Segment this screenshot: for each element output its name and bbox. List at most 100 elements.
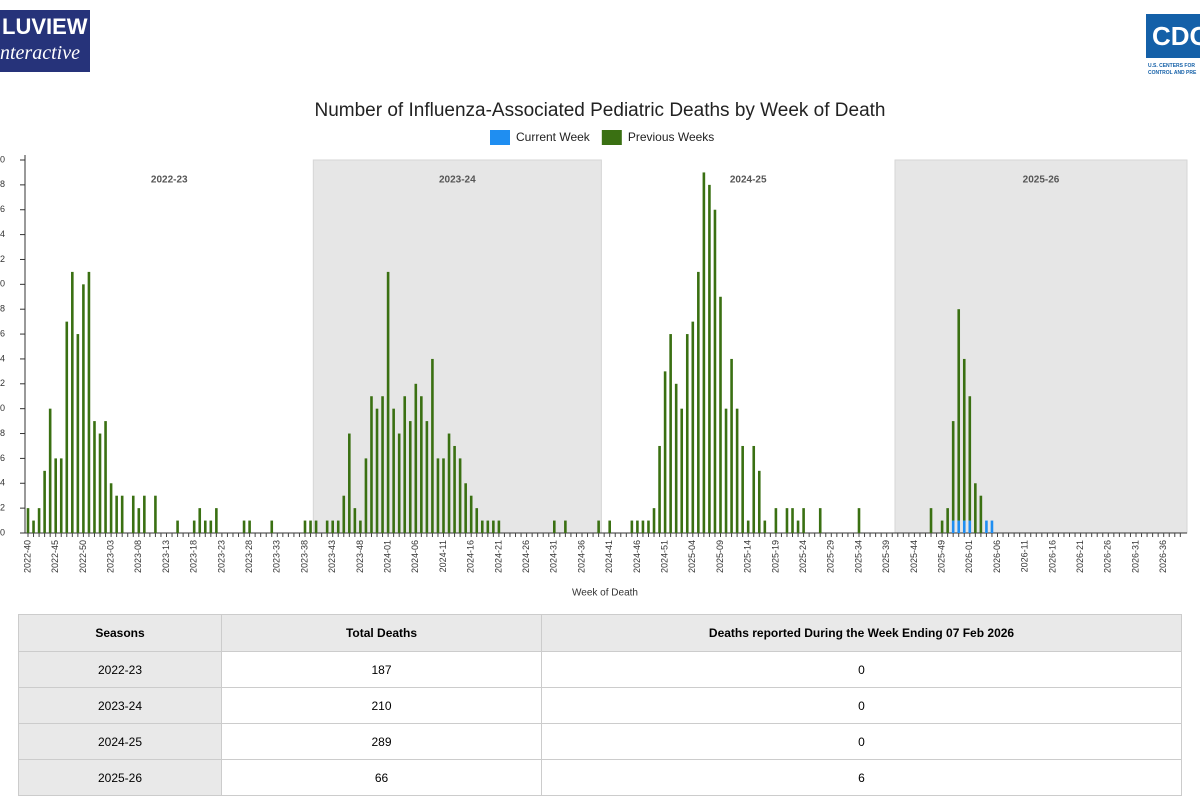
bar (65, 321, 69, 533)
season-band (312, 159, 602, 534)
bar (990, 520, 994, 533)
bar (746, 520, 750, 533)
bar (176, 520, 179, 533)
bar (702, 172, 706, 533)
bar (658, 445, 661, 533)
bar (43, 470, 46, 533)
bar (192, 520, 196, 533)
bar (209, 520, 213, 533)
bar (669, 334, 672, 533)
bar (270, 520, 274, 533)
chart: Number of Influenza-Associated Pediatric… (0, 100, 1188, 599)
x-tick-label: 2025-24 (798, 540, 808, 573)
bar (674, 383, 678, 533)
bar (774, 508, 778, 533)
x-tick-label: 2024-11 (438, 540, 448, 572)
legend-label: Current Week (516, 130, 591, 144)
y-tick-label: 14 (0, 353, 5, 363)
bar (962, 358, 966, 521)
x-tick-label: 2025-19 (770, 540, 780, 573)
y-tick-label: 10 (0, 403, 5, 413)
logo-text: U.S. CENTERS FOR (1148, 63, 1195, 69)
fluview-logo[interactable]: LUVIEW nteractive (0, 10, 90, 72)
bar (486, 520, 490, 533)
bar (198, 508, 202, 533)
x-tick-label: 2025-04 (687, 540, 697, 573)
x-tick-label: 2024-21 (493, 540, 503, 573)
bar (968, 520, 972, 533)
table-row: 2022-23 187 0 (18, 651, 1182, 688)
bar (641, 520, 645, 533)
x-tick-label: 2026-31 (1130, 540, 1140, 573)
table-row: 2023-24 210 0 (18, 687, 1182, 724)
x-tick-label: 2023-48 (355, 540, 365, 573)
bar (968, 396, 972, 521)
bar (131, 495, 135, 533)
bar (348, 433, 351, 533)
bar (115, 495, 118, 533)
legend-label: Previous Weeks (628, 130, 714, 144)
bar (109, 483, 113, 533)
x-tick-label: 2026-21 (1075, 540, 1085, 573)
table-cell: 2025-26 (18, 759, 222, 796)
bar (735, 408, 739, 533)
y-tick-label: 30 (0, 154, 5, 164)
bar (979, 495, 983, 533)
bar (929, 508, 933, 533)
x-tick-label: 2026-06 (992, 540, 1002, 573)
x-tick-label: 2024-46 (632, 540, 642, 573)
bar (730, 358, 733, 533)
bar (336, 520, 340, 533)
bar (59, 458, 63, 533)
y-tick-label: 22 (0, 254, 5, 264)
bar (447, 433, 451, 533)
y-tick-label: 6 (0, 453, 5, 463)
bar (636, 520, 639, 533)
bar (26, 508, 30, 533)
x-axis-label: Week of Death (572, 588, 638, 599)
bar (680, 408, 684, 533)
bar (414, 383, 418, 533)
bar (104, 421, 107, 533)
bar (375, 408, 379, 533)
x-tick-label: 2024-41 (604, 540, 614, 573)
bar (87, 271, 91, 533)
bar (791, 508, 794, 533)
bar (215, 508, 218, 533)
bar (685, 334, 689, 533)
bar (962, 520, 966, 533)
bar (630, 520, 634, 533)
x-tick-label: 2023-18 (189, 540, 199, 573)
bar (951, 520, 955, 533)
x-tick-label: 2024-16 (466, 540, 476, 573)
bar (137, 508, 141, 533)
table-cell: 210 (221, 687, 542, 724)
y-tick-label: 2 (0, 503, 5, 513)
summary-table: Seasons Total Deaths Deaths reported Dur… (18, 614, 1182, 796)
bar (98, 433, 102, 533)
bar (76, 334, 80, 533)
x-tick-label: 2022-50 (78, 540, 88, 573)
legend-swatch (490, 130, 510, 145)
x-tick-label: 2025-29 (826, 540, 836, 573)
bar (985, 520, 988, 533)
bar (940, 520, 944, 533)
cdc-logo[interactable]: CDC U.S. CENTERS FOR CONTROL AND PRE (1146, 14, 1200, 76)
bar (763, 520, 767, 533)
bar (381, 396, 384, 533)
bar (314, 520, 318, 533)
x-tick-label: 2023-38 (299, 540, 309, 573)
logo-text: nteractive (0, 42, 80, 64)
bar (697, 271, 700, 533)
x-tick-label: 2025-09 (715, 540, 725, 573)
x-tick-label: 2025-49 (936, 540, 946, 573)
x-tick-label: 2025-44 (909, 540, 919, 573)
x-tick-label: 2023-03 (105, 540, 115, 573)
bar (386, 271, 390, 533)
bar (497, 520, 501, 533)
bar (796, 520, 800, 533)
bar (32, 520, 35, 533)
x-tick-label: 2022-45 (50, 540, 60, 573)
bar (71, 271, 74, 533)
bar (946, 508, 949, 533)
